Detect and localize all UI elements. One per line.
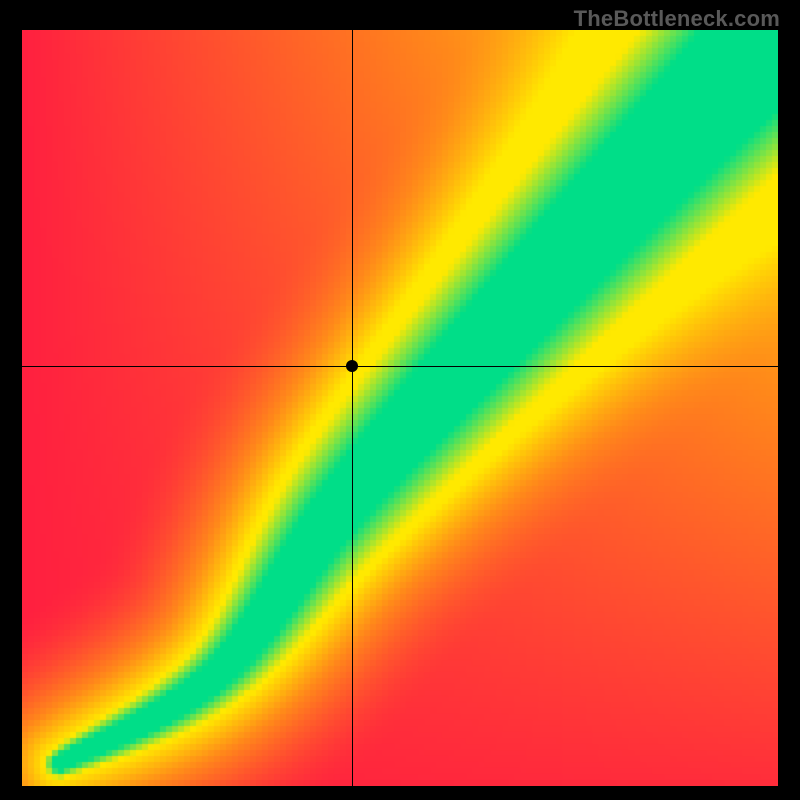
crosshair-vertical (352, 30, 353, 786)
chart-container: TheBottleneck.com (0, 0, 800, 800)
crosshair-horizontal (22, 366, 778, 367)
watermark-text: TheBottleneck.com (574, 6, 780, 32)
crosshair-marker (346, 360, 358, 372)
heatmap-canvas (22, 30, 778, 786)
